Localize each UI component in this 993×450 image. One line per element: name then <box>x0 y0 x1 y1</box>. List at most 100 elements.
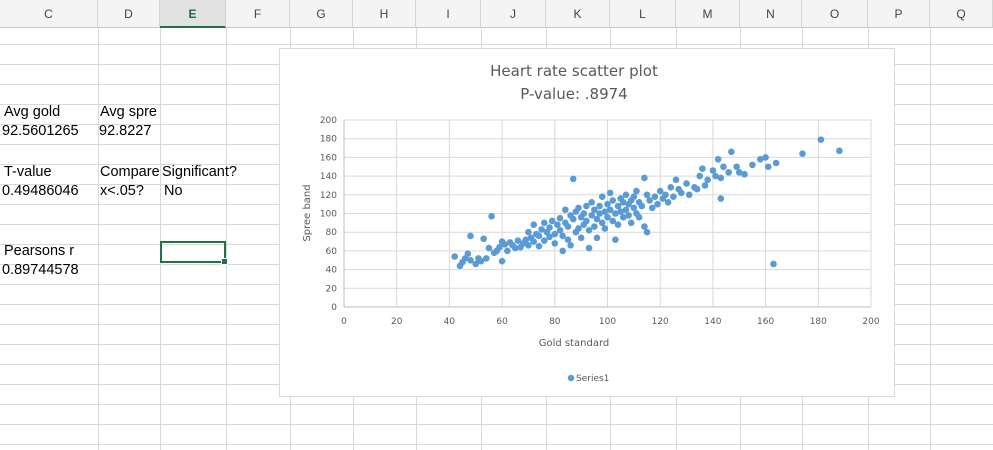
scatter-chart[interactable]: Heart rate scatter plot P-value: .8974 0… <box>279 48 895 397</box>
data-point <box>635 213 643 221</box>
data-point <box>764 163 772 171</box>
data-point <box>643 228 651 236</box>
y-axis-label: Spree band <box>302 184 313 241</box>
data-point <box>757 155 764 163</box>
cell-e9[interactable]: No <box>164 183 183 199</box>
data-point <box>606 189 614 197</box>
chart-legend[interactable]: Series1 <box>567 374 610 384</box>
cell-c6[interactable]: 92.5601265 <box>2 123 79 139</box>
data-point <box>546 224 553 231</box>
data-point <box>633 187 640 195</box>
data-point <box>480 235 487 243</box>
data-point <box>714 155 722 163</box>
data-point <box>601 225 609 232</box>
data-point <box>583 202 590 210</box>
column-header-g[interactable]: G <box>290 0 353 28</box>
data-point <box>562 206 569 214</box>
data-point <box>709 167 717 174</box>
column-header-l[interactable]: L <box>610 0 676 28</box>
data-point <box>546 233 553 241</box>
data-point <box>728 148 735 156</box>
column-header-o[interactable]: O <box>802 0 868 28</box>
data-point <box>530 221 538 229</box>
column-header-c[interactable]: C <box>0 0 98 28</box>
data-point <box>654 200 661 208</box>
data-point <box>575 204 582 212</box>
series1-points <box>451 136 843 270</box>
data-point <box>488 213 495 220</box>
y-tick-label: 140 <box>320 172 337 182</box>
data-point <box>556 214 564 222</box>
data-point <box>604 213 611 221</box>
column-header-e[interactable]: E <box>160 0 226 28</box>
column-header-m[interactable]: M <box>676 0 740 28</box>
y-tick-label: 100 <box>320 210 337 220</box>
cell-c12[interactable]: Pearsons r <box>4 243 75 259</box>
data-point <box>606 206 614 214</box>
fill-handle[interactable] <box>221 258 228 265</box>
data-point <box>770 260 777 268</box>
data-point <box>646 197 653 204</box>
data-point <box>467 256 474 264</box>
data-point <box>540 237 548 244</box>
column-header-n[interactable]: N <box>740 0 802 28</box>
column-header-j[interactable]: J <box>481 0 546 28</box>
legend-label-series1: Series1 <box>576 374 609 384</box>
data-point <box>741 170 748 178</box>
data-point <box>622 191 630 199</box>
column-header-h[interactable]: H <box>353 0 416 28</box>
data-point <box>511 244 519 252</box>
y-tick-label: 40 <box>326 266 338 276</box>
cell-d5[interactable]: Avg spre <box>100 104 157 120</box>
data-point <box>620 198 627 206</box>
column-header-f[interactable]: F <box>226 0 290 28</box>
cell-c13[interactable]: 0.89744578 <box>2 262 79 278</box>
data-point <box>564 223 572 230</box>
y-tick-label: 120 <box>320 191 337 201</box>
data-point <box>464 250 472 258</box>
cell-c9[interactable]: 0.49486046 <box>2 183 79 199</box>
data-point <box>622 206 630 214</box>
data-point <box>501 241 509 248</box>
data-point <box>638 202 646 210</box>
data-point <box>585 227 593 234</box>
data-point <box>496 243 503 251</box>
data-point <box>585 244 593 252</box>
cell-c8[interactable]: T-value <box>4 164 52 180</box>
data-point <box>670 193 677 200</box>
x-axis-label: Gold standard <box>539 338 610 349</box>
column-header-i[interactable]: I <box>416 0 481 28</box>
data-point <box>677 189 685 197</box>
data-point <box>630 193 638 200</box>
data-point <box>593 234 601 242</box>
data-point <box>535 242 543 250</box>
data-point <box>704 176 711 184</box>
data-point <box>609 197 617 204</box>
column-header-d[interactable]: D <box>98 0 160 28</box>
data-point <box>749 161 756 169</box>
cell-e8[interactable]: Significant? <box>162 164 237 180</box>
data-point <box>591 206 598 214</box>
x-tick-label: 160 <box>757 317 774 327</box>
data-point <box>693 185 701 193</box>
data-point <box>772 159 780 167</box>
selected-cell-e12[interactable] <box>160 241 228 265</box>
cell-d6[interactable]: 92.8227 <box>99 123 152 139</box>
y-tick-label: 160 <box>320 153 337 163</box>
chart-subtitle: P-value: .8974 <box>520 85 627 103</box>
legend-marker <box>567 374 575 382</box>
x-tick-label: 200 <box>862 317 879 327</box>
column-header-p[interactable]: P <box>868 0 930 28</box>
column-header-k[interactable]: K <box>546 0 610 28</box>
data-point <box>733 163 740 171</box>
data-point <box>596 202 603 210</box>
data-point <box>617 208 624 215</box>
data-point <box>648 204 656 212</box>
cell-d9[interactable]: x<.05? <box>100 183 144 199</box>
cell-d8[interactable]: Compare <box>100 164 160 180</box>
data-point <box>762 154 769 161</box>
column-header-q[interactable]: Q <box>930 0 993 28</box>
cell-c5[interactable]: Avg gold <box>4 104 61 120</box>
data-point <box>604 200 611 208</box>
